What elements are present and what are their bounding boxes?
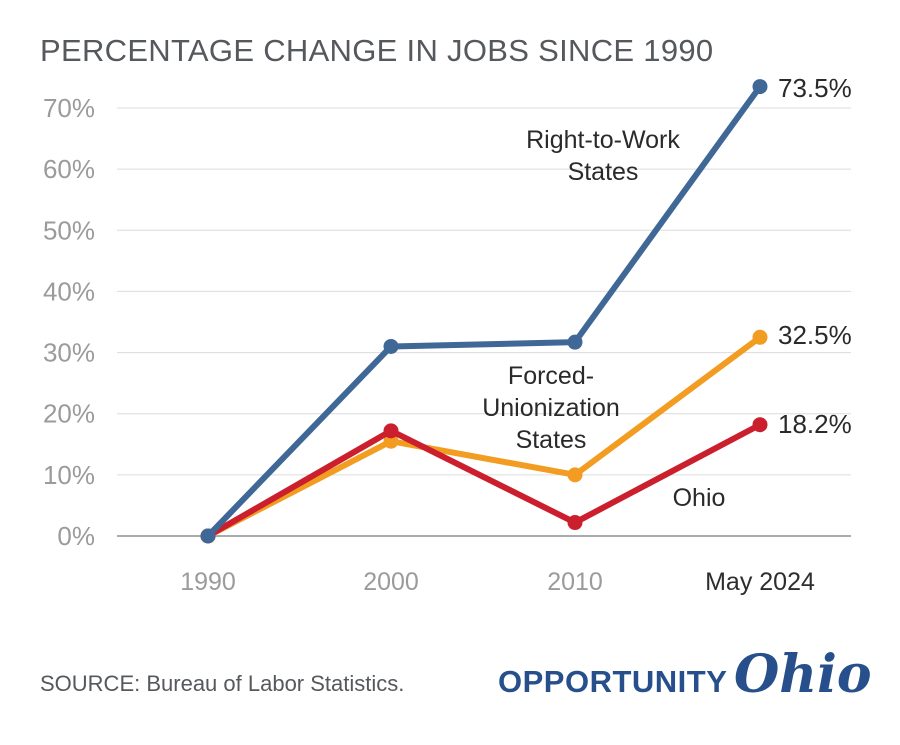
data-point — [752, 329, 768, 345]
series-name-label: Forced- — [508, 362, 594, 390]
end-value-label: 73.5% — [778, 73, 852, 103]
chart-title: PERCENTAGE CHANGE IN JOBS SINCE 1990 — [40, 33, 714, 68]
end-value-label: 18.2% — [778, 409, 852, 439]
series-line — [205, 83, 763, 539]
series-group — [200, 417, 768, 544]
x-tick-label: 1990 — [180, 568, 236, 596]
y-tick-label: 10% — [43, 460, 95, 490]
source-note: SOURCE: Bureau of Labor Statistics. — [40, 671, 405, 696]
y-tick-label: 70% — [43, 93, 95, 123]
x-tick-label: 2000 — [363, 568, 419, 596]
y-tick-label: 20% — [43, 399, 95, 429]
opportunity-ohio-logo: OPPORTUNITY Ohio — [498, 640, 872, 710]
data-point — [567, 515, 583, 531]
data-point — [752, 417, 768, 433]
x-tick-label: May 2024 — [705, 568, 815, 596]
data-point — [567, 467, 583, 483]
x-tick-label: 2010 — [547, 568, 603, 596]
y-tick-label: 30% — [43, 338, 95, 368]
y-tick-label: 50% — [43, 215, 95, 245]
series-name-label: Ohio — [673, 484, 726, 512]
series-name-label: Unionization — [482, 394, 620, 422]
data-point — [383, 433, 399, 449]
data-point — [200, 528, 216, 544]
logo-script: Ohio — [734, 644, 872, 705]
gridlines — [117, 107, 851, 537]
y-tick-label: 60% — [43, 154, 95, 184]
end-value-label: 32.5% — [778, 320, 852, 350]
logo-wordmark: OPPORTUNITY — [498, 664, 728, 699]
data-point — [383, 423, 399, 439]
data-point — [567, 334, 583, 350]
series-line — [205, 334, 763, 539]
y-tick-label: 40% — [43, 276, 95, 306]
data-point — [752, 79, 768, 95]
series-name-label: States — [516, 426, 587, 454]
y-tick-label: 0% — [57, 521, 95, 551]
data-point — [383, 338, 399, 354]
series-group — [200, 79, 768, 544]
series-name-label: States — [568, 158, 639, 186]
series-line — [205, 421, 763, 539]
series-name-label: Right-to-Work — [526, 126, 680, 154]
